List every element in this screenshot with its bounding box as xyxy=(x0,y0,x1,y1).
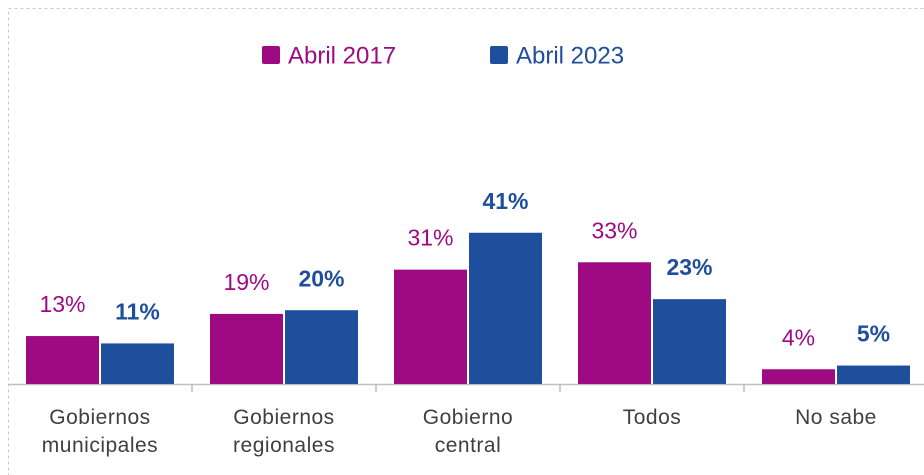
legend-swatch xyxy=(490,46,508,64)
bar xyxy=(762,369,835,384)
legend-label: Abril 2017 xyxy=(288,42,396,69)
bar xyxy=(653,299,726,384)
value-label: 41% xyxy=(482,188,528,214)
frame xyxy=(8,8,924,475)
x-tick-label: Gobiernos regionales xyxy=(233,406,335,457)
bar xyxy=(101,343,174,384)
value-label: 31% xyxy=(407,225,453,251)
value-label: 20% xyxy=(298,265,344,291)
value-label: 4% xyxy=(782,324,815,350)
x-tick-label: No sabe xyxy=(795,406,877,429)
value-label: 19% xyxy=(223,269,269,295)
legend-label: Abril 2023 xyxy=(516,42,624,69)
bar xyxy=(285,310,358,384)
x-tick-label: Gobiernos municipales xyxy=(41,406,159,457)
x-tick-label: Gobierno central xyxy=(422,406,514,457)
x-tick-label: Todos xyxy=(622,406,682,429)
value-label: 13% xyxy=(39,291,85,317)
bar xyxy=(26,336,99,384)
bar xyxy=(837,365,910,384)
value-label: 5% xyxy=(857,321,890,347)
bar xyxy=(210,313,283,384)
bar xyxy=(469,232,542,384)
value-label: 23% xyxy=(666,254,712,280)
bar xyxy=(394,269,467,384)
value-label: 33% xyxy=(591,217,637,243)
value-label: 11% xyxy=(115,299,160,325)
legend-swatch xyxy=(262,46,280,64)
bar xyxy=(578,262,651,384)
